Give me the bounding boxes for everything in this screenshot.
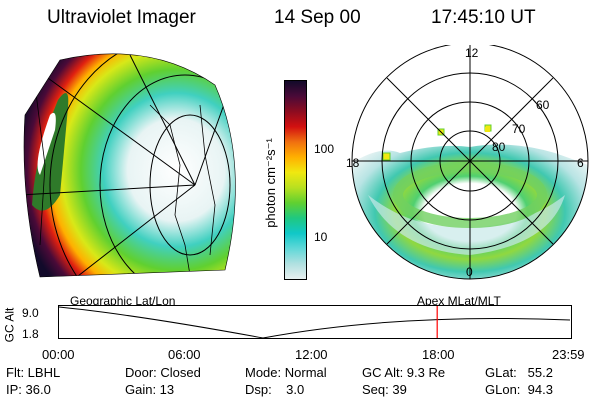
lat-label-70: 70 <box>512 122 526 136</box>
info-mode: Mode: Normal <box>245 365 327 380</box>
timeline-xtick-2: 12:00 <box>295 347 328 362</box>
mlt-label-12: 12 <box>465 46 479 60</box>
info-seq: Seq: 39 <box>362 382 407 397</box>
timeline-ytick-top: 9.0 <box>22 306 39 320</box>
info-flt: Flt: LBHL <box>6 365 61 380</box>
info-glon: GLon: 94.3 <box>485 382 553 397</box>
timeline-xtick-4: 23:59 <box>552 347 585 362</box>
geographic-uv-image[interactable] <box>0 45 250 290</box>
geo-map-label: Geographic Lat/Lon <box>70 294 176 308</box>
timeline-xtick-3: 18:00 <box>422 347 455 362</box>
colorbar-tick-100: 100 <box>314 142 335 156</box>
mlt-label-18: 18 <box>346 156 360 170</box>
polar-map-label: Apex MLat/MLT <box>417 294 501 308</box>
info-dsp: Dsp: 3.0 <box>245 382 305 397</box>
header-date: 14 Sep 00 <box>274 7 361 28</box>
mlt-label-0: 0 <box>466 265 473 279</box>
info-glat: GLat: 55.2 <box>485 365 553 380</box>
mlt-label-6: 6 <box>577 156 584 170</box>
lat-label-60: 60 <box>536 98 550 112</box>
info-gcalt: GC Alt: 9.3 Re <box>362 365 446 380</box>
header-time: 17:45:10 UT <box>431 7 536 28</box>
colorbar-tick-10: 10 <box>314 230 328 244</box>
info-gain: Gain: 13 <box>125 382 175 397</box>
timeline-plot[interactable] <box>58 305 578 345</box>
lat-label-80: 80 <box>492 140 506 154</box>
timeline-xtick-1: 06:00 <box>168 347 201 362</box>
polar-uv-plot[interactable]: 12 18 6 0 60 70 80 <box>340 45 600 290</box>
colorbar-gradient <box>284 80 307 280</box>
info-door: Door: Closed <box>125 365 201 380</box>
colorbar-unit-label: photon cm⁻²s⁻¹ <box>263 138 278 228</box>
app-title: Ultraviolet Imager <box>47 7 196 28</box>
timeline-ytick-bottom: 1.8 <box>22 327 39 341</box>
info-ip: IP: 36.0 <box>6 382 51 397</box>
timeline-axis-label: GC Alt <box>2 307 17 343</box>
colorbar <box>284 80 307 280</box>
timeline-xtick-0: 00:00 <box>42 347 75 362</box>
